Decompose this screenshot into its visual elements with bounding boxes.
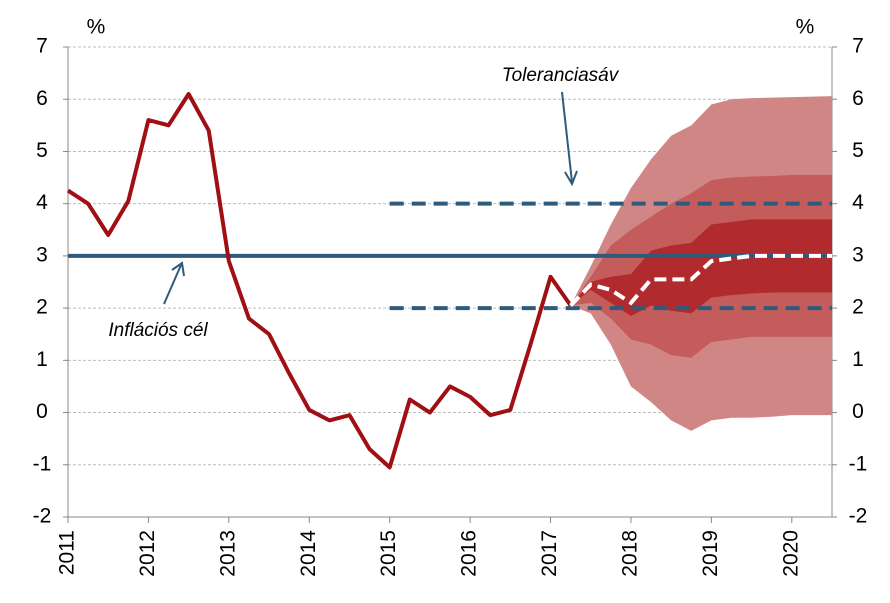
- x-tick-label: 2019: [699, 530, 722, 577]
- x-tick-label: 2014: [297, 530, 320, 577]
- history-line: [66, 92, 573, 470]
- y2-axis-label: %: [796, 16, 815, 39]
- x-tick-label: 2017: [538, 530, 561, 577]
- fan-band: [570, 219, 832, 316]
- x-tick-label: 2013: [216, 530, 239, 577]
- x-tick-label: 2020: [779, 530, 802, 577]
- y2-tick-label: 5: [852, 139, 864, 162]
- y2-tick-label: 3: [852, 243, 864, 266]
- y2-tick-label: 0: [852, 400, 864, 423]
- y2-tick-label: 1: [852, 348, 864, 371]
- y-tick-label: 6: [36, 87, 48, 110]
- y-tick-label: -2: [33, 505, 52, 528]
- annotation: Inflációs cél: [108, 320, 208, 341]
- y-tick-label: 4: [36, 191, 48, 214]
- x-tick-label: 2012: [136, 530, 159, 577]
- arrows: [163, 91, 578, 305]
- y-tick-label: 5: [36, 139, 48, 162]
- x-tick-label: 2015: [377, 530, 400, 577]
- y2-tick-label: 4: [852, 191, 864, 214]
- y2-tick-label: -2: [849, 505, 868, 528]
- x-tick-label: 2011: [56, 530, 79, 575]
- x-tick-label: 2018: [618, 530, 641, 577]
- y-tick-label: 3: [36, 243, 48, 266]
- y2-tick-label: -1: [849, 452, 868, 475]
- x-tick-label: 2016: [458, 530, 481, 577]
- y-axis-label: %: [87, 16, 106, 39]
- arrow: [163, 264, 182, 305]
- y2-tick-label: 7: [852, 35, 864, 58]
- y-tick-label: 7: [36, 35, 48, 58]
- y2-tick-label: 2: [852, 296, 864, 319]
- arrow: [561, 91, 573, 183]
- y-tick-label: 1: [36, 348, 48, 371]
- plot: -2 -1 0 1 2 3 4 5 6 7 -2 -1 0 1 2 3 4 5 6 7 2011 2012 2013 2014…: [33, 35, 868, 577]
- arrow-head: [564, 170, 578, 187]
- y-tick-label: -1: [33, 452, 52, 475]
- y-tick-label: 2: [36, 296, 48, 319]
- y-tick-label: 0: [36, 400, 48, 423]
- annotation: Toleranciasáv: [502, 65, 620, 86]
- y2-tick-label: 6: [852, 87, 864, 110]
- arrow-head: [171, 261, 185, 277]
